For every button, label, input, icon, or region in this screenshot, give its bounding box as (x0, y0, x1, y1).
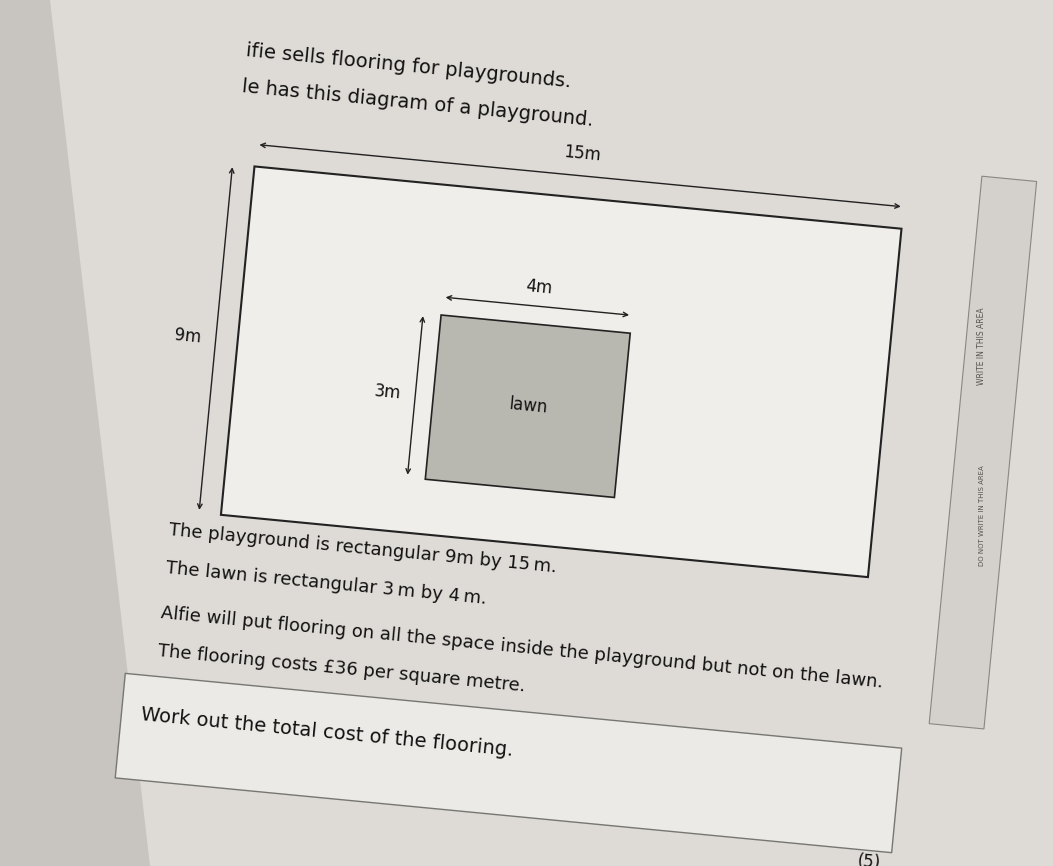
Text: The playground is rectangular 9m by 15 m.: The playground is rectangular 9m by 15 m… (168, 521, 558, 576)
Polygon shape (425, 315, 631, 497)
Polygon shape (0, 0, 150, 866)
Polygon shape (115, 674, 901, 853)
Text: lawn: lawn (508, 396, 548, 417)
Text: The lawn is rectangular 3 m by 4 m.: The lawn is rectangular 3 m by 4 m. (164, 559, 488, 608)
Text: 9m: 9m (174, 326, 202, 346)
Text: DO NOT WRITE IN THIS AREA: DO NOT WRITE IN THIS AREA (979, 466, 985, 566)
Text: Alfie will put flooring on all the space inside the playground but not on the la: Alfie will put flooring on all the space… (160, 604, 885, 691)
Text: 3m: 3m (373, 383, 401, 403)
Text: (5): (5) (856, 852, 881, 866)
Text: le has this diagram of a playground.: le has this diagram of a playground. (241, 77, 595, 130)
Text: 4m: 4m (525, 277, 554, 298)
Text: The flooring costs £36 per square metre.: The flooring costs £36 per square metre. (157, 643, 525, 695)
Text: 15m: 15m (562, 143, 601, 165)
Text: ifie sells flooring for playgrounds.: ifie sells flooring for playgrounds. (244, 41, 572, 91)
Polygon shape (929, 176, 1036, 729)
Polygon shape (221, 166, 901, 577)
Text: Work out the total cost of the flooring.: Work out the total cost of the flooring. (140, 706, 515, 760)
Text: WRITE IN THIS AREA: WRITE IN THIS AREA (977, 307, 987, 385)
